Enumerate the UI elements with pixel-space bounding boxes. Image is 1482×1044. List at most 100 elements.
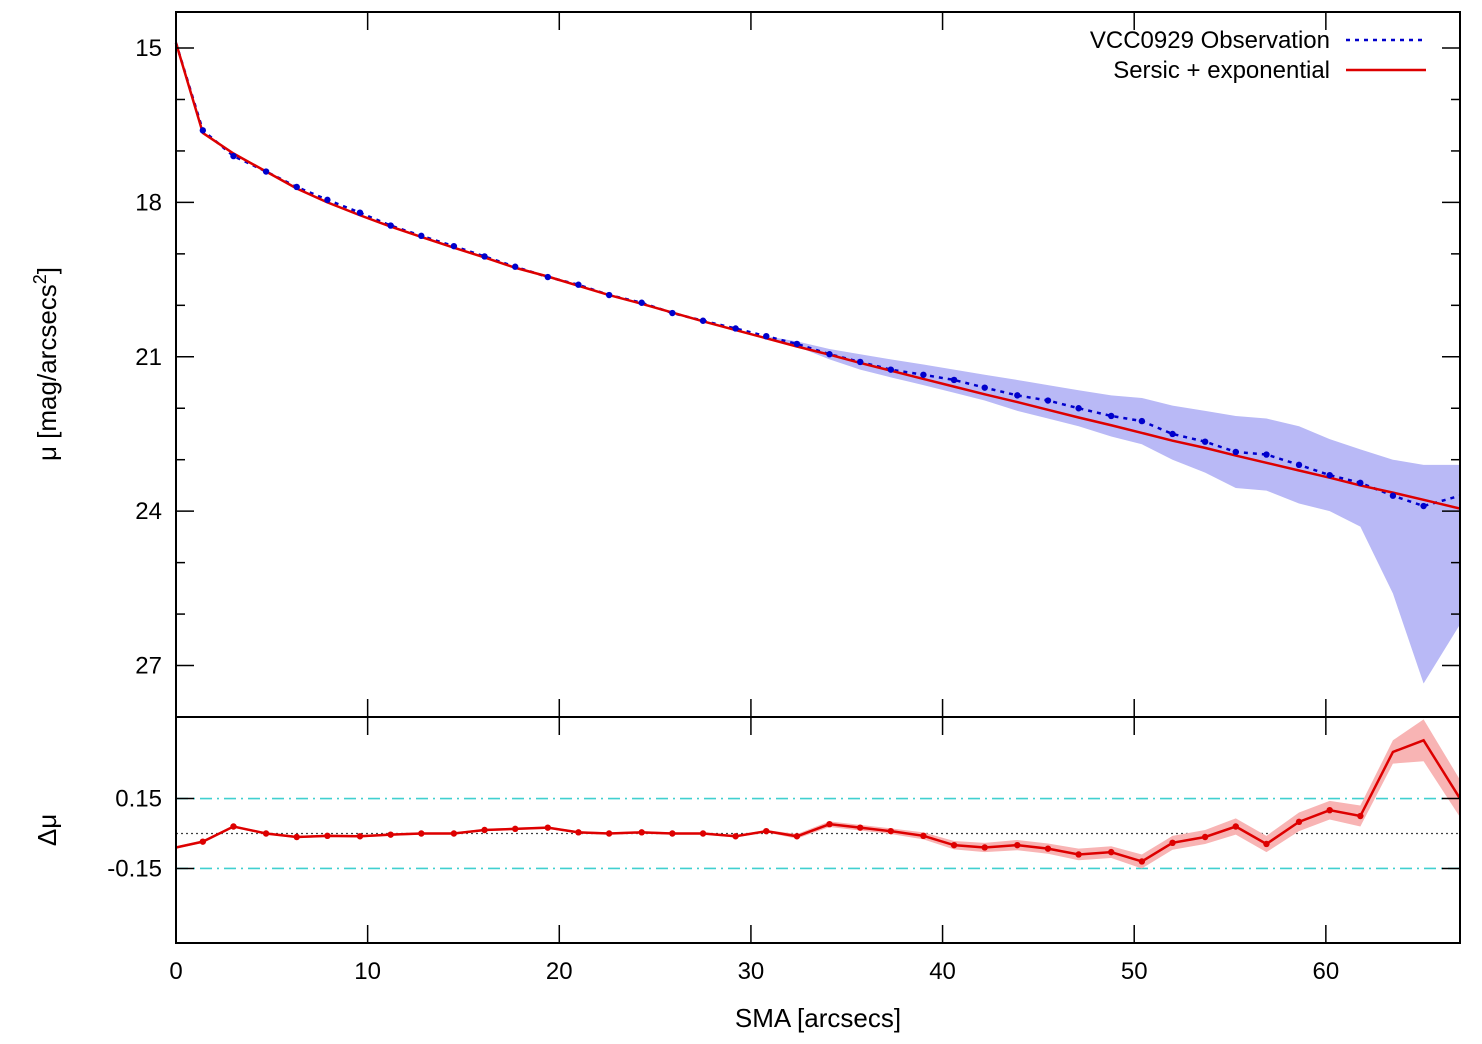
residuals-y-tick-label: 0.15 [115,786,162,813]
observation-point [605,291,613,299]
observation-point [512,263,519,270]
x-tick-label: 10 [354,958,381,985]
residual-point [356,833,364,840]
residual-point [575,829,582,836]
residual-point [950,841,958,849]
observation-point [418,232,425,240]
residual-point [544,824,551,831]
profile-y-tick-label: 27 [135,653,162,680]
residuals-panel: 0.15 -0.15 0 10 20 30 40 50 60 Δμ SMA [arcsecs] [32,716,1462,1033]
observation-point [887,366,895,373]
observation-point [669,309,676,317]
residual-point [512,825,519,833]
observation-point [324,196,331,204]
profile-y-axis-label-sup: 2 [30,274,50,284]
residual-point [856,824,864,831]
residual-point [450,830,458,837]
profile-marker-layer [199,127,1427,510]
residuals-frame [175,716,1461,944]
residual-point [793,833,801,840]
residual-point [1138,858,1146,865]
observation-point [356,209,364,216]
residual-point [1263,840,1270,848]
profile-ticks-layer: 15 18 21 24 27 [135,12,1460,717]
profile-lines-layer [174,42,1461,510]
observation-point [1389,492,1397,499]
residual-point [262,830,270,837]
observation-point [481,253,488,260]
residual-line [175,738,1462,863]
residual-point [293,833,300,841]
observation-point [826,351,833,358]
observation-point [450,242,458,250]
residual-point [418,830,425,837]
observation-point [638,299,645,306]
residual-point [1326,806,1333,814]
observation-point [732,325,739,332]
residual-point [199,838,207,845]
residual-point [887,827,895,835]
observation-point [387,222,394,229]
profile-frame [175,11,1461,718]
observation-point [1138,417,1146,425]
model-line [174,42,1461,510]
observation-point [1169,430,1176,438]
profile-y-tick-label: 24 [135,498,162,525]
observation-point [293,183,300,191]
x-tick-label: 20 [546,958,573,985]
observation-point [950,376,958,384]
residual-point [669,830,676,837]
observation-point [262,168,270,175]
observation-point [1326,471,1333,479]
residual-point [920,832,927,840]
x-tick-label: 30 [738,958,765,985]
legend-label-observation: VCC0929 Observation [1090,27,1330,54]
x-tick-label: 60 [1312,958,1339,985]
residual-point [1169,839,1176,847]
residuals-lines-layer [175,738,1462,863]
legend-label-model: Sersic + exponential [1113,57,1330,84]
observation-point [856,358,864,366]
observation-point [1108,412,1115,420]
observation-point [763,332,770,340]
residual-point [1014,841,1021,849]
residual-point [605,830,613,837]
residual-point [481,826,488,834]
observation-point [544,273,551,281]
residuals-ticks-layer: 0.15 -0.15 0 10 20 30 40 50 60 [107,717,1460,985]
observation-point [920,371,927,378]
residual-point [1295,818,1303,826]
residual-point [1108,848,1115,856]
observation-point [1420,502,1427,510]
residual-point [826,820,833,828]
residuals-reference-layer [176,797,1460,870]
profile-y-tick-label: 21 [135,344,162,371]
observation-point [1357,479,1364,487]
observation-point [230,152,237,160]
x-tick-label: 50 [1121,958,1148,985]
residual-point [1075,851,1082,858]
x-tick-label: 40 [929,958,956,985]
observation-point [1014,392,1021,399]
residual-point [1044,845,1052,852]
profile-y-tick-label: 18 [135,189,162,216]
residual-point [763,827,770,835]
profile-panel: 15 18 21 24 27 VCC0929 Observation Sersic + … [30,11,1461,718]
observation-point [1295,461,1303,469]
observation-point [1201,438,1209,445]
x-axis-label: SMA [arcsecs] [735,1003,901,1033]
profile-y-axis-label-main: μ [mag/arcsecs [32,284,62,461]
residual-point [638,829,645,836]
residuals-marker-layer [199,806,1364,865]
profile-y-tick-label: 15 [135,35,162,62]
residual-point [699,830,707,837]
observation-point [575,281,582,288]
observation-point [981,384,988,391]
residual-point [981,844,988,851]
residual-point [387,831,394,838]
x-tick-label: 0 [169,958,182,985]
observation-point [1232,448,1239,456]
observation-point [1263,451,1270,458]
residual-point [1357,812,1364,820]
